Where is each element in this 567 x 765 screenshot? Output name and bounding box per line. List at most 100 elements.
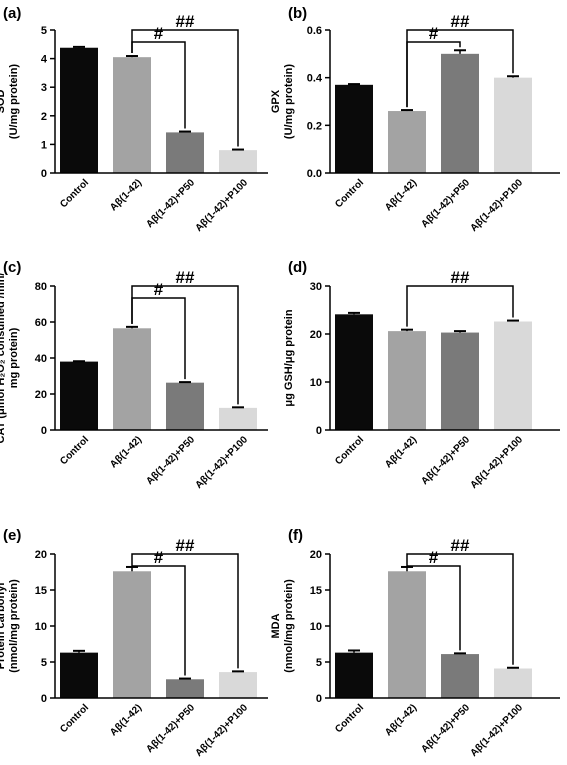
- y-tick-label: 20: [310, 549, 322, 561]
- y-tick-label: 20: [35, 549, 47, 561]
- x-tick-label: Aβ(1-42)+P100: [468, 434, 525, 491]
- y-tick-label: 40: [35, 353, 47, 365]
- y-tick-label: 1: [41, 139, 47, 151]
- bar: [441, 53, 479, 174]
- panel-label: (c): [3, 259, 21, 276]
- x-tick-label: Control: [333, 434, 366, 467]
- chart-panel-d: (d) 0 10 20 30 Control Aβ(1-42) Aβ(1-42)+P50Aβ(…: [283, 259, 560, 491]
- x-tick-label: Control: [58, 434, 91, 467]
- bar: [166, 679, 204, 698]
- bar: [166, 382, 204, 430]
- significance-label: #: [429, 548, 439, 567]
- y-tick-label: 5: [316, 657, 322, 669]
- y-tick-label: 0: [41, 693, 47, 705]
- y-tick-label: 5: [41, 657, 47, 669]
- x-tick-label: Aβ(1-42): [383, 702, 419, 738]
- bar: [60, 47, 98, 174]
- x-tick-label: Aβ(1-42): [383, 177, 419, 213]
- y-tick-label: 0.4: [307, 73, 323, 85]
- significance-label: ##: [176, 268, 195, 287]
- bar: [219, 672, 257, 698]
- y-axis-label: (U/mg protein): [283, 64, 295, 139]
- significance-bracket: [406, 553, 514, 665]
- x-tick-label: Aβ(1-42): [108, 177, 144, 213]
- x-tick-label: Control: [333, 702, 366, 735]
- significance-label: ##: [451, 536, 470, 555]
- significance-bracket: [406, 285, 514, 327]
- bar: [113, 571, 151, 698]
- significance-bracket: [406, 29, 514, 108]
- x-tick-label: Aβ(1-42)+P100: [193, 702, 250, 759]
- panel-label: (d): [288, 259, 307, 276]
- bar: [219, 407, 257, 430]
- bar: [113, 328, 151, 430]
- chart-panel-f: (f) 0 5 10 15 20 Control Aβ(1-42) Aβ(1-42)+P50Aβ…: [270, 527, 560, 759]
- y-tick-label: 10: [310, 377, 322, 389]
- panel-label: (f): [288, 527, 303, 544]
- x-tick-label: Control: [58, 702, 91, 735]
- panel-label: (b): [288, 5, 307, 22]
- x-tick-label: Aβ(1-42)+P100: [468, 702, 525, 759]
- y-tick-label: 0.2: [307, 120, 322, 132]
- bar: [113, 57, 151, 173]
- x-tick-label: Aβ(1-42)+P50: [144, 434, 197, 487]
- significance-bracket: [131, 563, 186, 676]
- y-tick-label: 0.0: [307, 168, 322, 180]
- x-tick-label: Aβ(1-42): [383, 434, 419, 470]
- bar: [388, 331, 426, 430]
- significance-label: ##: [176, 536, 195, 555]
- bar: [335, 652, 373, 698]
- y-tick-label: 80: [35, 281, 47, 293]
- bar: [388, 111, 426, 173]
- x-tick-label: Control: [58, 177, 91, 210]
- panel-label: (a): [3, 5, 21, 22]
- bar: [219, 150, 257, 173]
- y-axis-label: SOD: [0, 90, 7, 114]
- significance-bracket: [131, 29, 239, 147]
- significance-label: #: [154, 280, 164, 299]
- y-tick-label: 2: [41, 111, 47, 123]
- y-tick-label: 0: [316, 425, 322, 437]
- bar: [441, 332, 479, 430]
- y-tick-label: 5: [41, 25, 47, 37]
- x-tick-label: Aβ(1-42)+P50: [144, 177, 197, 230]
- y-tick-label: 0: [41, 425, 47, 437]
- y-tick-label: 0: [41, 168, 47, 180]
- y-axis-label: (nmol/mg protein): [283, 579, 295, 673]
- y-axis-label: μg GSH/μg protein: [283, 309, 295, 406]
- x-tick-label: Aβ(1-42)+P100: [193, 177, 250, 234]
- bar: [166, 132, 204, 173]
- y-tick-label: 60: [35, 317, 47, 329]
- bar: [60, 652, 98, 698]
- y-axis-label: mg protein): [8, 327, 20, 388]
- chart-panel-c: (c) 0 20 40 60 80 Control Aβ(1-42) Aβ(1-42)+P50A…: [0, 259, 268, 491]
- bar: [335, 84, 373, 173]
- significance-label: #: [154, 24, 164, 43]
- y-tick-label: 0.6: [307, 25, 322, 37]
- y-tick-label: 20: [35, 389, 47, 401]
- significance-label: #: [429, 24, 439, 43]
- chart-panel-e: (e) 0 5 10 15 20 Control Aβ(1-42) Aβ(1-42)+P50Aβ…: [0, 527, 268, 759]
- significance-label: ##: [451, 12, 470, 31]
- significance-bracket: [131, 285, 239, 405]
- y-tick-label: 0: [316, 693, 322, 705]
- y-axis-label: MDA: [270, 613, 282, 638]
- y-tick-label: 15: [310, 585, 322, 597]
- significance-bracket: [131, 553, 239, 669]
- y-tick-label: 10: [35, 621, 47, 633]
- x-tick-label: Aβ(1-42): [108, 702, 144, 738]
- bar: [494, 668, 532, 698]
- bar: [335, 314, 373, 430]
- y-axis-label: Protein carbonyl: [0, 583, 7, 670]
- significance-bracket: [406, 563, 461, 651]
- x-tick-label: Aβ(1-42)+P50: [144, 702, 197, 755]
- y-tick-label: 3: [41, 82, 47, 94]
- y-tick-label: 4: [41, 54, 48, 66]
- x-tick-label: Aβ(1-42)+P100: [193, 434, 250, 491]
- significance-label: #: [154, 548, 164, 567]
- y-tick-label: 10: [310, 621, 322, 633]
- x-tick-label: Aβ(1-42): [108, 434, 144, 470]
- y-tick-label: 30: [310, 281, 322, 293]
- x-tick-label: Aβ(1-42)+P100: [468, 177, 525, 234]
